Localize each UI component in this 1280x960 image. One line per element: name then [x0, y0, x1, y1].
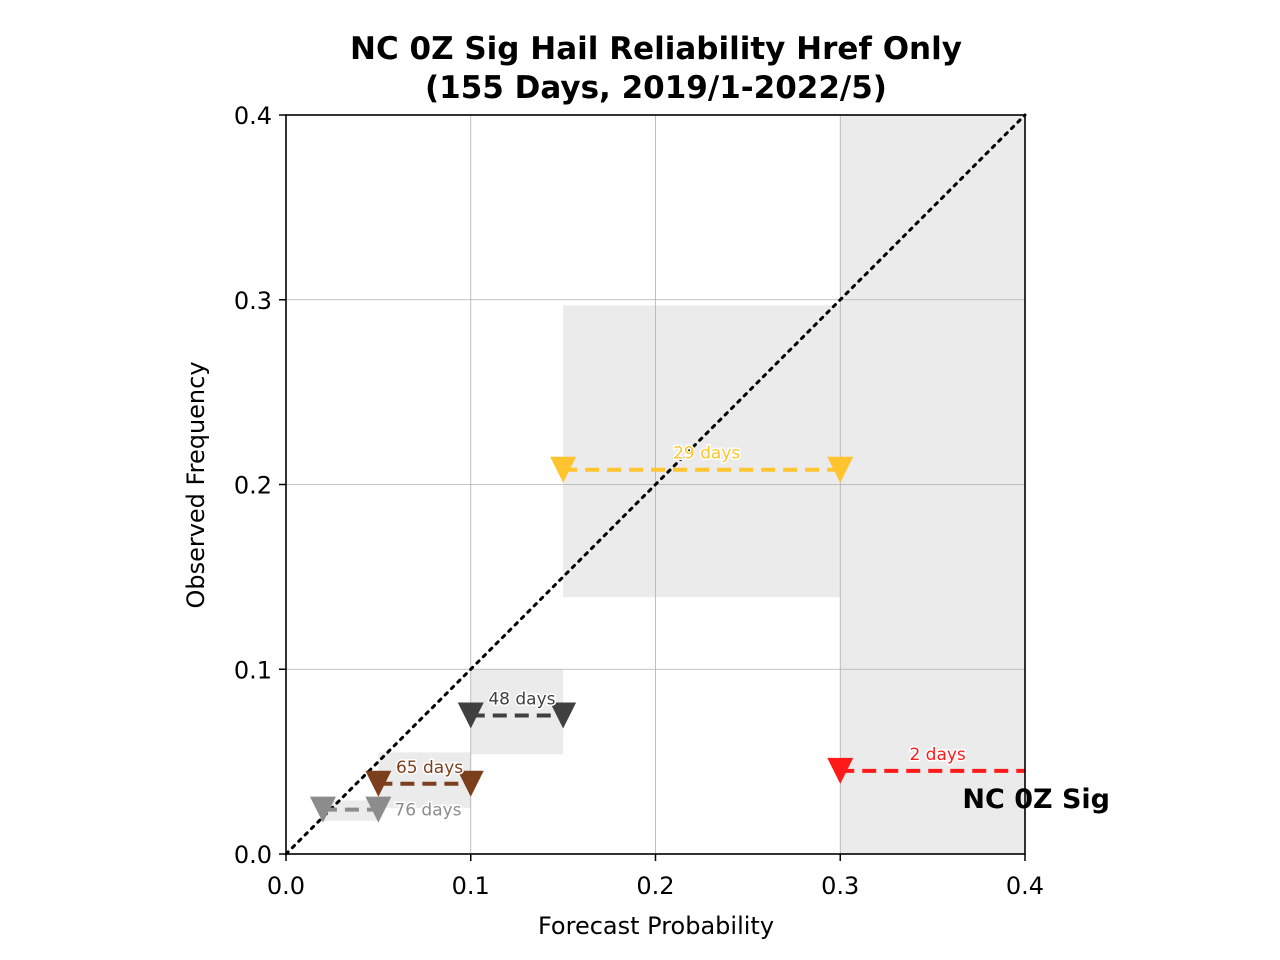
band-2 — [470, 669, 564, 755]
bin-label-3: 29 days — [673, 444, 740, 464]
y-axis-label: Observed Frequency — [182, 361, 210, 608]
bin-marker-start-4 — [827, 757, 854, 784]
band-1 — [378, 752, 471, 808]
bin-marker-start-0 — [309, 796, 336, 823]
bin-2: 48 days — [457, 688, 577, 729]
bin-marker-start-3 — [550, 456, 577, 483]
perfect-reliability-line — [284, 113, 1027, 856]
y-tick-label-4: 0.4 — [234, 102, 272, 130]
y-tick-label-2: 0.2 — [234, 472, 272, 500]
y-tick-label-3: 0.3 — [234, 287, 272, 315]
chart-title-line2: (155 Days, 2019/1-2022/5) — [425, 70, 887, 106]
corner-label: NC 0Z Sig — [962, 784, 1110, 815]
x-tick-label-2: 0.2 — [636, 872, 674, 900]
bin-4: 2 days — [827, 743, 1025, 784]
bin-marker-start-2 — [457, 702, 484, 729]
y-axis-ticks: 0.0 0.1 0.2 0.3 0.4 — [234, 102, 286, 869]
x-tick-label-1: 0.1 — [452, 872, 490, 900]
x-tick-label-4: 0.4 — [1006, 872, 1044, 900]
bin-1: 65 days — [365, 756, 484, 797]
bin-0: 76 days — [309, 796, 463, 823]
x-tick-label-3: 0.3 — [821, 872, 859, 900]
bin-label-4: 2 days — [909, 745, 965, 765]
bin-marker-end-0 — [365, 796, 392, 823]
x-axis-ticks: 0.0 0.1 0.2 0.3 0.4 — [267, 854, 1044, 900]
bin-marker-end-1 — [457, 770, 484, 797]
bin-label-1: 65 days — [396, 758, 463, 778]
bin-marker-end-2 — [550, 702, 577, 729]
x-axis-label: Forecast Probability — [538, 912, 774, 940]
chart-title-line1: NC 0Z Sig Hail Reliability Href Only — [350, 31, 962, 67]
bin-marker-end-3 — [827, 456, 854, 483]
reliability-bins: 76 days 65 days 48 days 29 days 2 days — [309, 442, 1025, 823]
bin-label-0: 76 days — [394, 801, 461, 821]
y-tick-label-0: 0.0 — [234, 841, 272, 869]
band-3 — [563, 305, 841, 598]
x-tick-label-0: 0.0 — [267, 872, 305, 900]
bin-label-2: 48 days — [488, 689, 555, 709]
bin-marker-start-1 — [365, 770, 392, 797]
y-tick-label-1: 0.1 — [234, 656, 272, 684]
bin-3: 29 days — [550, 442, 854, 483]
